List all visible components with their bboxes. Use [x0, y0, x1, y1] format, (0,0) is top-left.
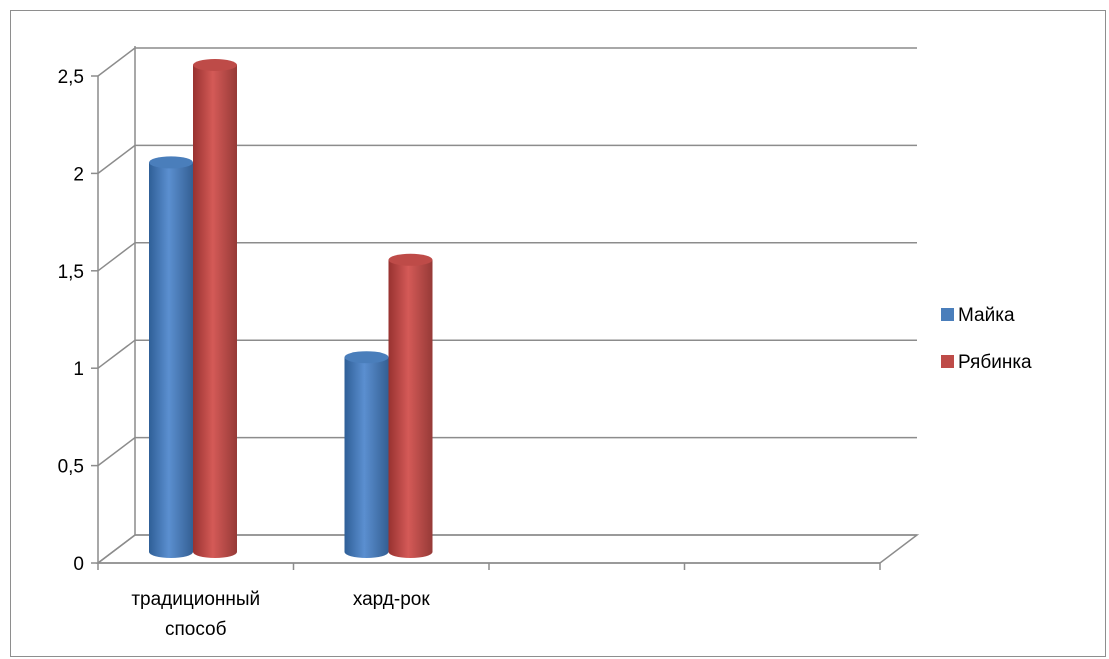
bar-cap	[149, 156, 193, 169]
legend-label: Майка	[958, 305, 1015, 326]
y-tick-label: 2,5	[58, 67, 84, 88]
wall-diagonal	[97, 437, 136, 467]
bar-body	[388, 259, 433, 558]
wall-diagonal	[97, 144, 136, 174]
bar-cap	[193, 59, 237, 71]
axes	[91, 75, 881, 570]
y-tick-label: 2	[73, 164, 84, 185]
wall-diagonal	[97, 339, 136, 369]
legend-swatch	[941, 308, 954, 321]
wall-diagonal	[97, 47, 136, 77]
gridlines	[97, 47, 917, 564]
y-axis-ticks: 0 0,5 1 1,5 2 2,5	[58, 67, 84, 575]
legend-swatch	[941, 355, 954, 368]
y-tick-label: 1	[73, 359, 84, 380]
bar	[149, 156, 193, 558]
bar-body	[344, 357, 389, 558]
bar-body	[193, 65, 237, 558]
legend-label: Рябинка	[958, 352, 1032, 373]
y-tick-label: 0,5	[58, 457, 84, 478]
bar	[344, 351, 389, 558]
bar	[193, 59, 237, 558]
bar-cap	[344, 351, 389, 364]
y-tick-label: 0	[73, 554, 84, 575]
legend: Майка Рябинка	[941, 305, 1032, 373]
bars	[149, 59, 433, 558]
x-axis-ticks: традиционный способ хард-рок	[131, 589, 430, 640]
bar	[388, 253, 433, 558]
bar-cap	[388, 253, 433, 266]
x-tick-label: традиционный	[131, 589, 260, 610]
x-tick-label: хард-рок	[353, 589, 431, 610]
bar-body	[149, 162, 193, 558]
y-tick-label: 1,5	[58, 262, 84, 283]
x-tick-label: способ	[165, 619, 227, 640]
wall-diagonal	[97, 534, 136, 564]
wall-diagonal	[97, 242, 136, 272]
